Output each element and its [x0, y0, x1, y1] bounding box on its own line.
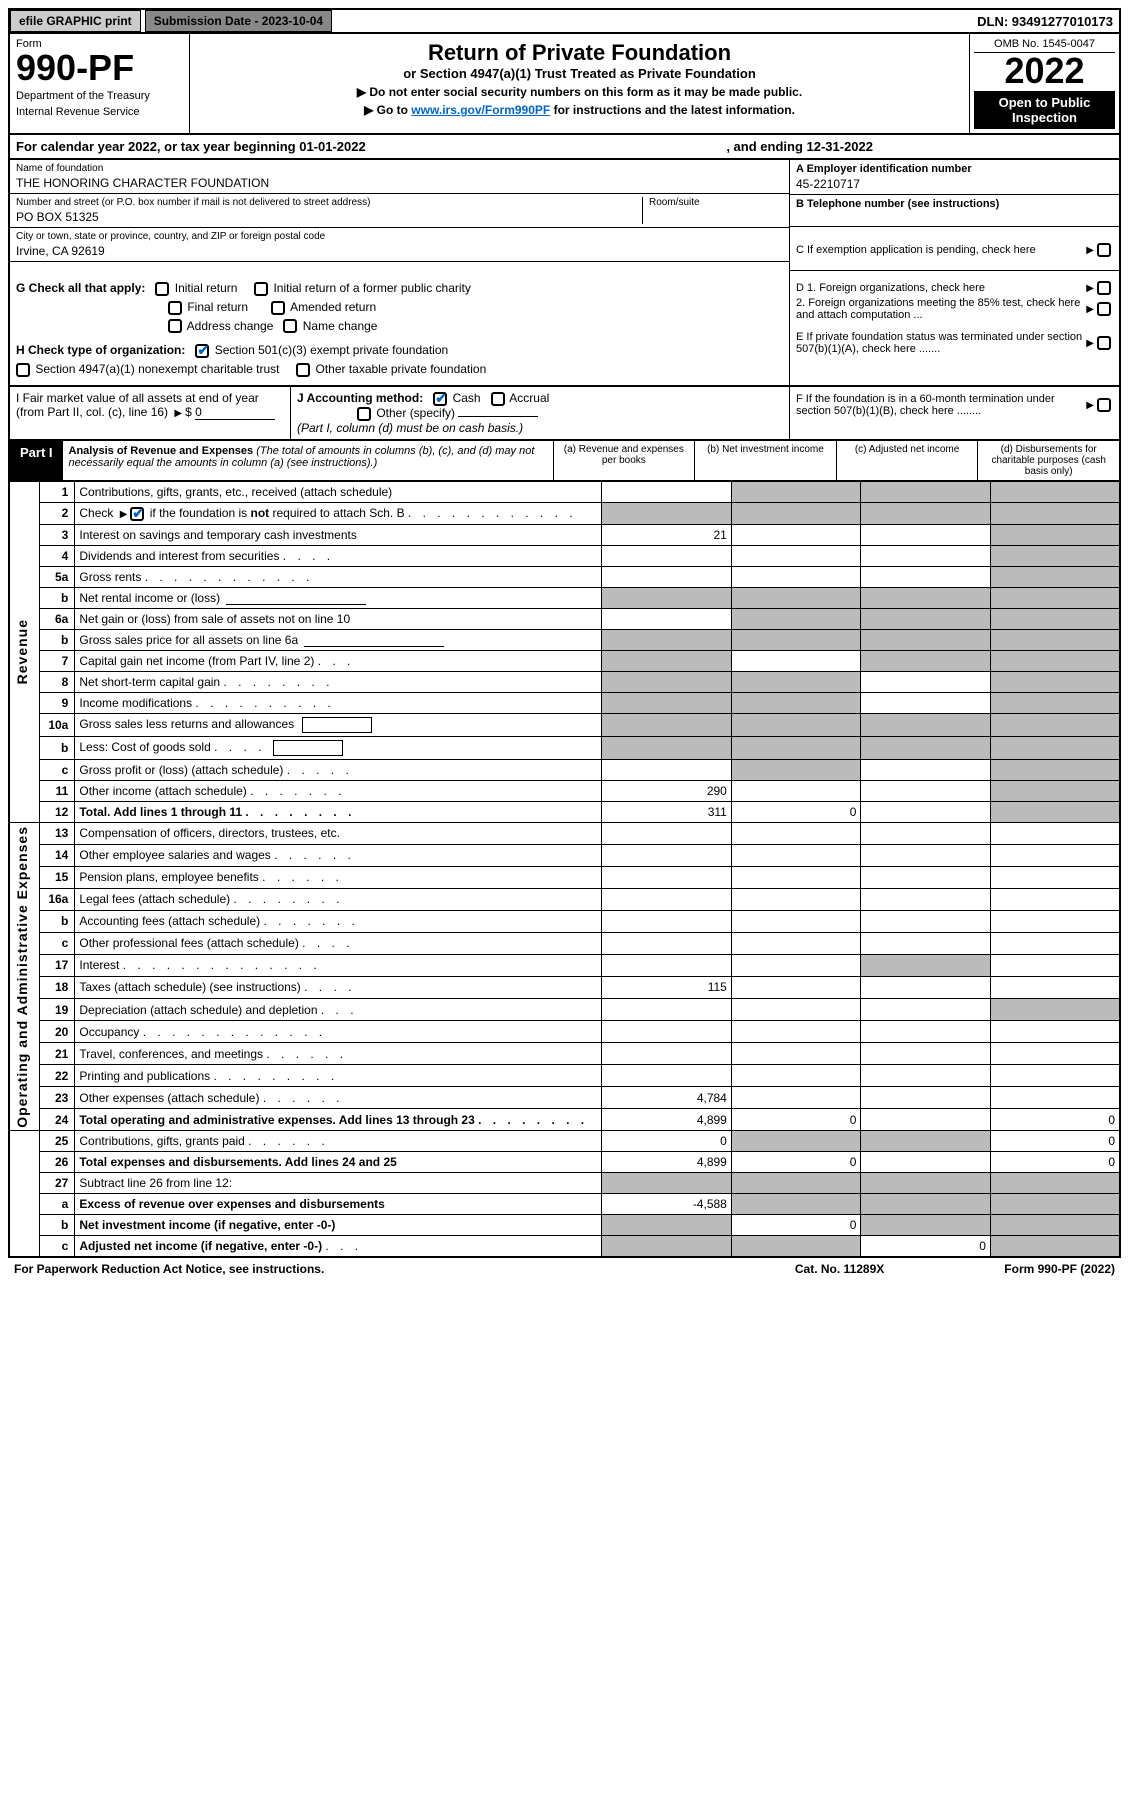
c-checkbox[interactable] — [1097, 243, 1111, 257]
note-ssn: ▶ Do not enter social security numbers o… — [196, 85, 963, 99]
col-d-header: (d) Disbursements for charitable purpose… — [977, 441, 1119, 480]
g-name-checkbox[interactable] — [283, 319, 297, 333]
irs-label: Internal Revenue Service — [16, 106, 183, 118]
foundation-name: THE HONORING CHARACTER FOUNDATION — [16, 176, 783, 190]
ein-label: A Employer identification number — [796, 163, 1113, 175]
arrow-icon — [1086, 337, 1094, 349]
g-amended-checkbox[interactable] — [271, 301, 285, 315]
dln: DLN: 93491277010173 — [977, 14, 1119, 29]
g-final-checkbox[interactable] — [168, 301, 182, 315]
h-501c3-checkbox[interactable] — [195, 344, 209, 358]
j-cash-checkbox[interactable] — [433, 392, 447, 406]
col-a-header: (a) Revenue and expenses per books — [553, 441, 695, 480]
room-label: Room/suite — [649, 197, 783, 208]
g-initial-checkbox[interactable] — [155, 282, 169, 296]
calendar-year-row: For calendar year 2022, or tax year begi… — [8, 135, 1121, 160]
cat-no: Cat. No. 11289X — [795, 1262, 884, 1276]
j-other-checkbox[interactable] — [357, 407, 371, 421]
expenses-side-label: Operating and Administrative Expenses — [14, 826, 30, 1128]
r2-checkbox[interactable] — [130, 507, 144, 521]
e-checkbox[interactable] — [1097, 336, 1111, 350]
arrow-icon — [1086, 282, 1094, 294]
arrow-icon — [174, 405, 182, 419]
irs-link[interactable]: www.irs.gov/Form990PF — [411, 103, 550, 117]
phone-label: B Telephone number (see instructions) — [796, 198, 1113, 210]
form-subtitle: or Section 4947(a)(1) Trust Treated as P… — [196, 66, 963, 81]
col-b-header: (b) Net investment income — [694, 441, 836, 480]
f-label: F If the foundation is in a 60-month ter… — [796, 393, 1083, 417]
j-label: J Accounting method: — [297, 391, 423, 405]
h-other-checkbox[interactable] — [296, 363, 310, 377]
city-state-zip: Irvine, CA 92619 — [16, 244, 783, 258]
d2-label: 2. Foreign organizations meeting the 85%… — [796, 297, 1083, 321]
arrow-icon — [1086, 303, 1094, 315]
ein: 45-2210717 — [796, 177, 1113, 191]
j-note: (Part I, column (d) must be on cash basi… — [297, 421, 783, 435]
h-label: H Check type of organization: — [16, 343, 185, 357]
f-checkbox[interactable] — [1097, 398, 1111, 412]
name-label: Name of foundation — [16, 163, 783, 174]
d2-checkbox[interactable] — [1097, 302, 1111, 316]
part1-header: Part I Analysis of Revenue and Expenses … — [8, 441, 1121, 481]
dept-treasury: Department of the Treasury — [16, 90, 183, 102]
col-c-header: (c) Adjusted net income — [836, 441, 978, 480]
part1-table: Revenue 1Contributions, gifts, grants, e… — [8, 481, 1121, 1259]
g-initial-former-checkbox[interactable] — [254, 282, 268, 296]
city-label: City or town, state or province, country… — [16, 231, 783, 242]
open-inspection: Open to Public Inspection — [974, 91, 1115, 129]
topbar: efile GRAPHIC print Submission Date - 20… — [8, 8, 1121, 34]
g-address-checkbox[interactable] — [168, 319, 182, 333]
submission-date: Submission Date - 2023-10-04 — [145, 10, 332, 32]
form-number: 990-PF — [16, 50, 183, 86]
form-ref: Form 990-PF (2022) — [1004, 1262, 1115, 1276]
block-a: Name of foundation THE HONORING CHARACTE… — [8, 160, 1121, 273]
e-label: E If private foundation status was termi… — [796, 331, 1083, 355]
arrow-icon — [1086, 244, 1094, 256]
address: PO BOX 51325 — [16, 210, 642, 224]
note-goto: ▶ Go to www.irs.gov/Form990PF for instru… — [196, 103, 963, 117]
i-value: 0 — [195, 405, 275, 420]
d1-label: D 1. Foreign organizations, check here — [796, 282, 1083, 294]
addr-label: Number and street (or P.O. box number if… — [16, 197, 642, 208]
header: Form 990-PF Department of the Treasury I… — [8, 34, 1121, 135]
part1-tag: Part I — [10, 441, 63, 480]
efile-print-button[interactable]: efile GRAPHIC print — [10, 10, 141, 32]
c-label: C If exemption application is pending, c… — [796, 244, 1083, 256]
h-4947-checkbox[interactable] — [16, 363, 30, 377]
paperwork-notice: For Paperwork Reduction Act Notice, see … — [14, 1262, 324, 1276]
tax-year: 2022 — [974, 53, 1115, 89]
j-accrual-checkbox[interactable] — [491, 392, 505, 406]
g-label: G Check all that apply: — [16, 281, 145, 295]
form-title: Return of Private Foundation — [196, 40, 963, 66]
d1-checkbox[interactable] — [1097, 281, 1111, 295]
footer: For Paperwork Reduction Act Notice, see … — [8, 1258, 1121, 1280]
arrow-icon — [1086, 399, 1094, 411]
revenue-side-label: Revenue — [14, 619, 30, 684]
